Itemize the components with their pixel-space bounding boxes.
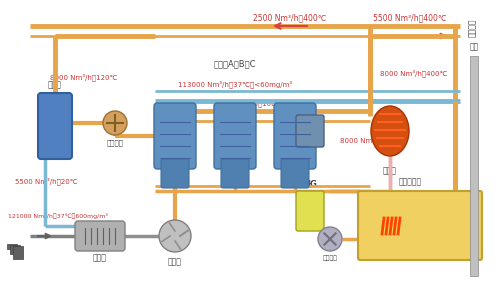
FancyBboxPatch shape [75, 221, 125, 251]
Text: 烟囱: 烟囱 [470, 42, 479, 51]
FancyBboxPatch shape [154, 103, 196, 169]
Text: 113000 Nm³/h，37℃，<60mg/m³: 113000 Nm³/h，37℃，<60mg/m³ [178, 80, 292, 88]
Text: 換热器: 換热器 [383, 166, 397, 175]
Text: 吸附器A、B、C: 吸附器A、B、C [214, 59, 256, 68]
FancyBboxPatch shape [10, 245, 20, 254]
Text: 主风机: 主风机 [168, 257, 182, 266]
FancyBboxPatch shape [470, 56, 478, 276]
Text: 5500 Nm³/h，20℃: 5500 Nm³/h，20℃ [15, 177, 78, 185]
FancyBboxPatch shape [214, 103, 256, 169]
Text: 2500 Nm³/h，400℃: 2500 Nm³/h，400℃ [253, 13, 327, 22]
Text: 混合罐: 混合罐 [48, 80, 62, 89]
Text: 余热利用: 余热利用 [468, 19, 477, 37]
Text: 助燃风机: 助燃风机 [323, 255, 338, 261]
Text: 8000 Nm³/h，100℃: 8000 Nm³/h，100℃ [216, 99, 284, 107]
Ellipse shape [371, 106, 409, 156]
Text: 脱附风机: 脱附风机 [107, 139, 124, 146]
FancyBboxPatch shape [7, 244, 17, 249]
Text: 卆化温度
100℃: 卆化温度 100℃ [373, 222, 391, 234]
FancyBboxPatch shape [281, 159, 309, 188]
Text: NG: NG [303, 180, 317, 189]
Text: 过滤器: 过滤器 [93, 253, 107, 262]
Text: 卆化后
温度600℃: 卆化后 温度600℃ [445, 222, 471, 234]
FancyBboxPatch shape [296, 115, 324, 147]
FancyBboxPatch shape [358, 191, 482, 260]
FancyBboxPatch shape [161, 159, 189, 188]
Text: 121000 Nm³/h，37℃，600mg/m³: 121000 Nm³/h，37℃，600mg/m³ [8, 213, 108, 219]
FancyBboxPatch shape [274, 103, 316, 169]
Text: 5500 Nm³/h，400℃: 5500 Nm³/h，400℃ [373, 13, 447, 22]
Text: 8000 Nm³/h，400℃: 8000 Nm³/h，400℃ [380, 69, 447, 77]
Text: 卆化燃烧炉: 卆化燃烧炉 [398, 177, 422, 186]
Text: 8000 Nm³/h，120℃: 8000 Nm³/h，120℃ [50, 73, 118, 81]
FancyBboxPatch shape [296, 191, 324, 231]
Circle shape [103, 111, 127, 135]
Circle shape [318, 227, 342, 251]
Text: 8000 Nm³/h，300℃: 8000 Nm³/h，300℃ [340, 136, 407, 144]
FancyBboxPatch shape [38, 93, 72, 159]
Circle shape [159, 220, 191, 252]
FancyBboxPatch shape [13, 246, 23, 259]
FancyBboxPatch shape [221, 159, 249, 188]
